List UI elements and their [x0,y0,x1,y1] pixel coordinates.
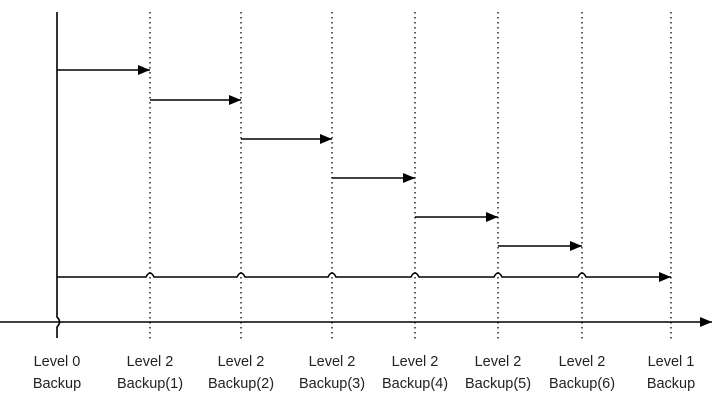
backup-label: Level 2 Backup(3) [298,354,366,392]
backup-label: Level 2 Backup(5) [464,354,532,392]
backup-label: Level 1 Backup [646,354,696,392]
backup-label: Level 2 Backup(1) [116,354,184,392]
backup-label: Level 0 Backup [32,354,82,392]
backup-label: Level 2 Backup(2) [207,354,275,392]
level1-long-arrow [57,272,671,282]
backup-label: Level 2 Backup(6) [548,354,616,392]
level0-vertical-line [56,12,61,338]
backup-label: Level 2 Backup(4) [381,354,449,392]
